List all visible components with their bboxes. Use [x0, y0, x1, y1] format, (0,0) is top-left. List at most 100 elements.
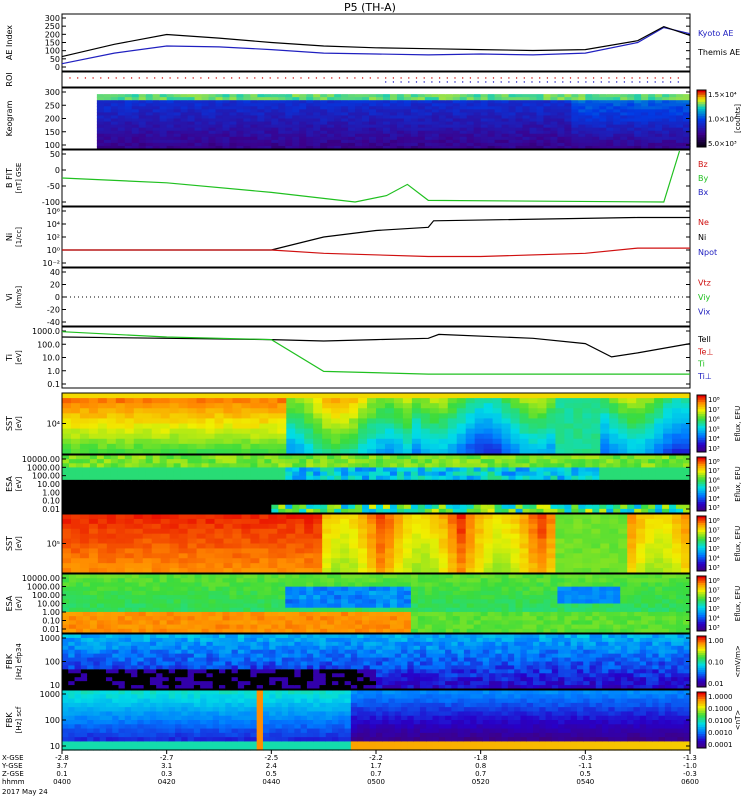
spectro-cell: [124, 109, 133, 113]
spectro-cell: [382, 145, 391, 150]
spectro-cell: [62, 488, 70, 493]
spectro-cell: [159, 139, 168, 144]
spectro-cell: [501, 500, 510, 506]
spectro-cell: [648, 500, 656, 506]
spectro-cell: [187, 500, 196, 506]
spectro-cell: [641, 139, 649, 144]
spectro-cell: [241, 553, 251, 559]
spectro-cell: [515, 130, 524, 135]
spectro-cell: [382, 112, 391, 117]
spectro-cell: [306, 94, 314, 98]
spectro-cell: [536, 139, 545, 144]
spectro-cell: [268, 423, 278, 430]
spectro-cell: [536, 467, 545, 473]
spectro-cell: [655, 127, 663, 132]
spectro-cell: [403, 136, 412, 141]
spectro-cell: [501, 428, 512, 435]
spectro-cell: [492, 403, 503, 409]
spectro-cell: [180, 500, 189, 506]
spectro-cell: [510, 423, 521, 430]
spectro-cell: [341, 471, 349, 477]
spectro-cell: [480, 130, 489, 135]
spectro-cell: [555, 563, 565, 569]
spectro-cell: [459, 97, 468, 101]
spectro-cell: [681, 533, 691, 540]
spectro-cell: [96, 463, 105, 469]
spectro-cell: [654, 553, 664, 559]
spectro-cell: [124, 115, 133, 120]
spectro-cell: [201, 459, 210, 464]
spectro-cell: [173, 624, 182, 630]
spectro-cell: [389, 484, 398, 489]
spectro-cell: [327, 121, 335, 126]
spectro-cell: [573, 448, 583, 455]
spectro-cell: [466, 121, 475, 126]
spectro-cell: [501, 145, 510, 150]
spectro-cell: [578, 115, 586, 120]
spectro-cell: [487, 103, 496, 107]
spectro-cell: [367, 533, 377, 540]
spectro-cell: [82, 118, 91, 123]
spectro-cell: [528, 514, 539, 520]
spectro-cell: [582, 408, 592, 414]
spectro-cell: [222, 504, 231, 510]
spectro-cell: [438, 393, 449, 399]
spectro-cell: [396, 109, 405, 113]
spectro-cell: [194, 504, 203, 510]
spectro-cell: [152, 620, 161, 626]
spectro-cell: [306, 467, 314, 473]
spectro-cell: [555, 518, 565, 525]
spectro-cell: [466, 109, 475, 113]
spectro-cell: [578, 484, 586, 489]
spectro-cell: [515, 124, 524, 129]
spectro-cell: [327, 112, 335, 117]
spectro-cell: [529, 94, 538, 98]
spectro-cell: [376, 475, 384, 481]
spectro-cell: [142, 448, 153, 455]
spectro-cell: [510, 568, 521, 574]
spectro-cell: [180, 133, 189, 138]
spectro-cell: [662, 136, 670, 141]
spectro-cell: [124, 448, 135, 455]
spectro-cell: [550, 115, 559, 120]
spectro-cell: [578, 127, 586, 132]
spectro-cell: [334, 88, 342, 92]
spectro-cell: [627, 133, 635, 138]
spectro-cell: [89, 130, 98, 135]
spectro-cell: [106, 413, 117, 420]
spectro-cell: [340, 514, 350, 520]
spectro-cell: [295, 548, 305, 554]
spectro-cell: [115, 433, 126, 440]
spectro-cell: [393, 543, 404, 550]
spectro-cell: [393, 418, 404, 425]
spectro-cell: [564, 91, 572, 95]
spectro-cell: [592, 127, 600, 132]
spectro-cell: [257, 103, 265, 107]
spectro-cell: [585, 479, 593, 485]
spectro-cell: [591, 448, 601, 455]
spectro-cell: [663, 433, 673, 440]
spectro-cell: [369, 492, 377, 498]
spectro-cell: [124, 508, 133, 514]
spectro-cell: [166, 586, 175, 592]
spectro-cell: [304, 528, 314, 535]
spectro-cell: [367, 558, 377, 564]
spectro-cell: [214, 398, 225, 404]
spectro-cell: [201, 145, 210, 150]
spectro-cell: [103, 145, 112, 150]
spectro-cell: [124, 514, 135, 520]
spectro-cell: [389, 91, 398, 95]
spectro-cell: [89, 106, 98, 110]
spectro-cell: [268, 558, 278, 564]
spectro-cell: [215, 479, 224, 485]
spectro-cell: [205, 558, 216, 564]
spectro-cell: [264, 124, 272, 129]
spectro-cell: [571, 459, 579, 464]
spectro-cell: [152, 471, 161, 477]
spectro-cell: [582, 443, 592, 450]
spectro-cell: [89, 599, 98, 605]
spectro-cell: [367, 418, 377, 425]
spectro-cell: [327, 94, 335, 98]
spectro-cell: [166, 455, 175, 460]
spectro-cell: [669, 492, 677, 498]
